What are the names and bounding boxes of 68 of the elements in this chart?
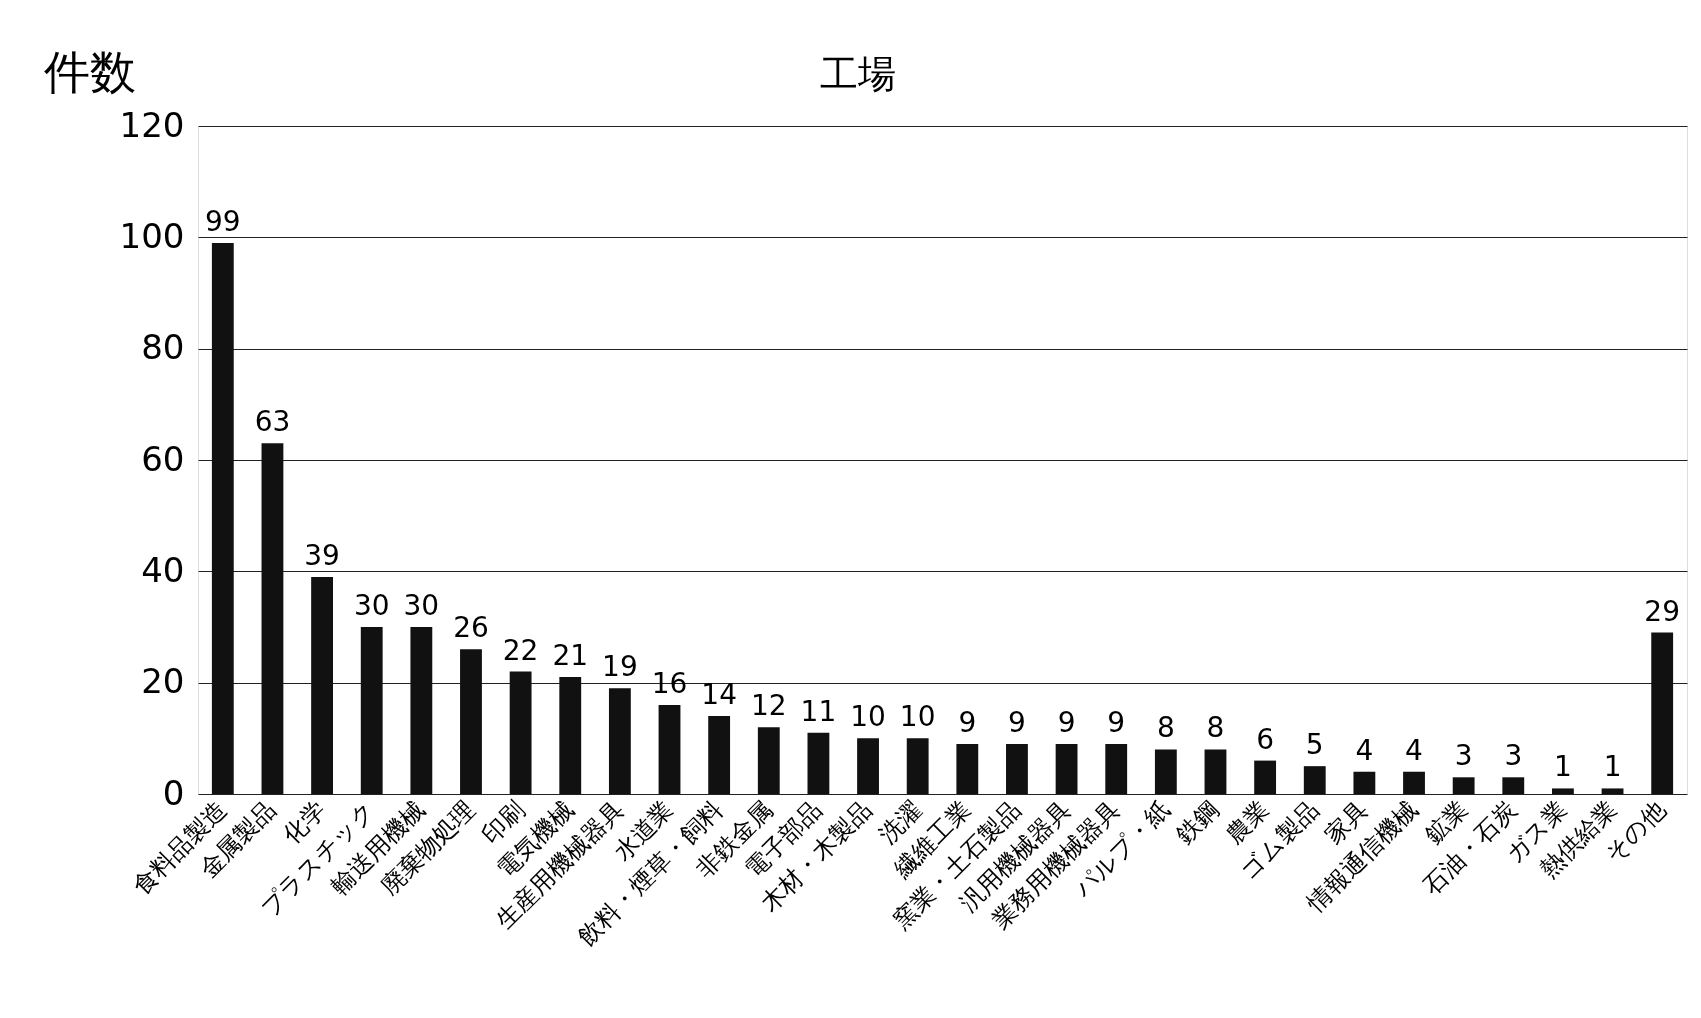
y-tick-label: 0 (162, 772, 185, 813)
bar (1601, 788, 1624, 794)
data-label: 10 (850, 700, 886, 734)
bar (807, 732, 830, 794)
data-label: 3 (1504, 739, 1523, 773)
bar (1154, 749, 1177, 794)
data-label: 39 (304, 538, 340, 572)
data-label: 30 (403, 589, 440, 622)
bar (1254, 760, 1277, 794)
data-label: 5 (1305, 728, 1324, 762)
bar (1303, 766, 1326, 794)
data-label: 9 (1057, 705, 1076, 739)
bar (1552, 788, 1574, 794)
data-label: 9 (1008, 705, 1026, 739)
bar (1204, 749, 1227, 794)
bar (1403, 771, 1425, 794)
y-tick-label: 120 (119, 104, 185, 145)
data-label: 10 (899, 700, 936, 734)
data-label: 63 (254, 405, 291, 439)
bar (757, 727, 780, 794)
bar (261, 443, 284, 794)
y-tick-label: 100 (119, 215, 185, 256)
data-label: 14 (701, 678, 737, 712)
data-label: 1 (1554, 750, 1572, 784)
bar (211, 242, 234, 794)
bar (906, 738, 929, 794)
data-label: 1 (1603, 750, 1622, 784)
y-tick-label: 80 (141, 327, 185, 368)
data-label: 8 (1206, 711, 1225, 745)
bar (360, 627, 383, 794)
bar (1651, 632, 1674, 794)
bar (608, 688, 631, 794)
bar (1353, 771, 1376, 794)
y-tick-label: 20 (141, 661, 185, 702)
bar (410, 627, 433, 794)
data-label: 8 (1156, 711, 1175, 745)
data-label: 22 (502, 633, 539, 667)
bar (1105, 743, 1128, 794)
bar (509, 671, 532, 794)
data-label: 19 (602, 650, 638, 684)
chart-title: 工場 (819, 52, 896, 96)
bar (559, 677, 582, 794)
bar (658, 704, 681, 794)
data-label: 12 (750, 689, 787, 723)
data-label: 9 (1107, 705, 1126, 739)
y-axis-title: 件数 (43, 44, 136, 99)
bar (311, 576, 333, 794)
bar (1452, 777, 1475, 794)
bar (956, 743, 979, 794)
data-label: 6 (1256, 722, 1275, 756)
bar (1055, 743, 1078, 794)
y-tick-label: 60 (141, 438, 185, 479)
data-label: 4 (1405, 733, 1423, 767)
y-tick-label: 40 (141, 549, 185, 590)
bar (1502, 777, 1525, 794)
bar (857, 738, 879, 794)
data-label: 30 (353, 589, 390, 622)
data-label: 9 (958, 705, 977, 739)
data-label: 99 (205, 204, 241, 238)
bar (708, 716, 731, 794)
data-label: 11 (800, 694, 837, 728)
data-label: 3 (1454, 739, 1473, 773)
bar (460, 649, 482, 794)
bar (1006, 743, 1028, 794)
data-label: 21 (552, 639, 589, 673)
data-label: 4 (1355, 733, 1374, 767)
data-label: 29 (1644, 594, 1680, 628)
data-label: 26 (453, 611, 489, 645)
